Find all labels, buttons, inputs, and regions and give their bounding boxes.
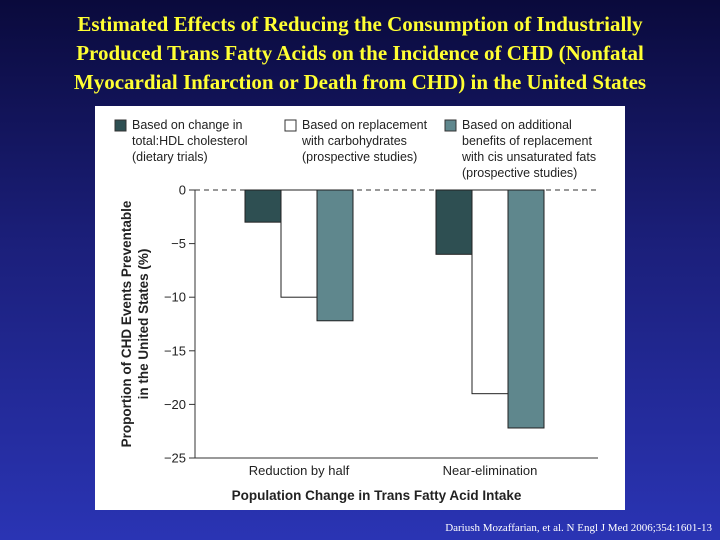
y-tick-label-6: −25: [164, 451, 186, 466]
x-tick-label-1: Reduction by half: [249, 463, 350, 478]
y-axis-title-line-2: in the United States (%): [136, 249, 151, 400]
y-tick-label-1: 0: [179, 183, 186, 198]
bar-2-series-2: [471, 189, 509, 395]
slide-title: Estimated Effects of Reducing the Consum…: [0, 10, 720, 97]
legend-label-3-line-2: benefits of replacement: [462, 134, 592, 148]
slide-title-line-3: Myocardial Infarction or Death from CHD)…: [73, 70, 647, 94]
bar-2-series-1: [435, 189, 473, 255]
legend-swatch-2: [284, 119, 297, 132]
legend-label-1-line-3: (dietary trials): [132, 150, 208, 164]
legend-label-2-line-2: with carbohydrates: [301, 134, 407, 148]
y-tick-label-5: −20: [164, 397, 186, 412]
legend-label-2-line-3: (prospective studies): [302, 150, 417, 164]
legend-label-3-line-4: (prospective studies): [462, 166, 577, 180]
x-axis-title: Population Change in Trans Fatty Acid In…: [232, 488, 522, 503]
bar-1-series-1: [244, 189, 282, 223]
legend-label-1-line-2: total:HDL cholesterol: [132, 134, 248, 148]
y-tick-label-2: −5: [171, 236, 186, 251]
legend-label-3-line-1: Based on additional: [462, 118, 572, 132]
legend-label-2-line-1: Based on replacement: [302, 118, 428, 132]
x-tick-label-2: Near-elimination: [443, 463, 538, 478]
chart-panel: Based on change in total:HDL cholesterol (…: [95, 106, 625, 510]
legend-label-3-line-3: with cis unsaturated fats: [461, 150, 596, 164]
bar-1-series-3: [316, 189, 354, 322]
legend-label-1-line-1: Based on change in: [132, 118, 243, 132]
slide-title-line-1: Estimated Effects of Reducing the Consum…: [77, 12, 643, 36]
y-axis-title-line-1: Proportion of CHD Events Preventable: [119, 200, 134, 447]
slide-title-line-2: Produced Trans Fatty Acids on the Incide…: [76, 41, 644, 65]
citation: Dariush Mozaffarian, et al. N Engl J Med…: [445, 522, 712, 534]
legend-swatch-3: [444, 119, 457, 132]
bar-chart: Based on change in total:HDL cholesterol (…: [114, 118, 598, 503]
bar-1-series-2: [280, 189, 318, 298]
y-tick-label-3: −10: [164, 290, 186, 305]
bar-2-series-3: [507, 189, 545, 429]
y-tick-label-4: −15: [164, 343, 186, 358]
legend-swatch-1: [114, 119, 127, 132]
